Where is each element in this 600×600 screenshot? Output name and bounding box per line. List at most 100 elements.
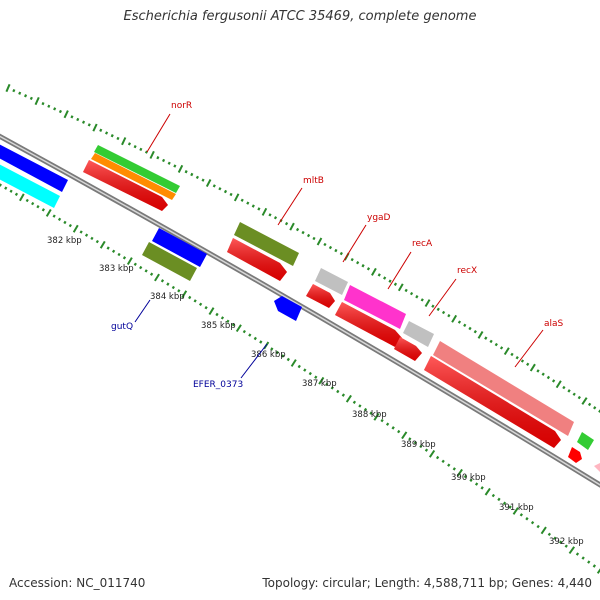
minor-tick [497,497,501,502]
minor-tick [391,426,395,430]
minor-tick [133,262,137,266]
feature-ygaD-gene[interactable] [315,268,348,295]
major-tick [424,299,431,308]
minor-tick [546,375,551,380]
minor-tick [369,411,373,415]
feature-edge-cds[interactable] [568,447,582,463]
feature-recA-gene[interactable] [344,285,406,329]
major-tick [34,96,40,106]
inner-tick-ring [0,183,600,574]
gene-label-alaS[interactable]: alaS [544,319,564,329]
minor-tick [84,233,89,237]
minor-tick [577,395,581,400]
minor-tick [257,207,261,211]
feature-EFER_0373-cds[interactable] [274,296,302,321]
minor-tick [122,256,127,260]
minor-tick [190,172,194,177]
minor-tick [4,186,8,190]
minor-tick [139,265,143,270]
feature-norR-misc[interactable] [91,153,176,200]
major-tick [45,208,52,217]
gene-label-recA[interactable]: recA [412,239,433,249]
major-tick [555,380,562,389]
ruler-label-387: 387 kbp [302,379,337,389]
feature-gutQ-gene[interactable] [142,242,197,281]
minor-tick [297,364,301,369]
minor-tick [193,299,197,303]
minor-tick [14,192,19,196]
major-tick [5,83,11,93]
minor-tick [341,393,346,397]
minor-tick [385,422,390,426]
minor-tick [314,375,318,379]
minor-tick [253,336,257,341]
gene-label-norR[interactable]: norR [171,101,192,111]
genome-summary-text: Topology: circular; Length: 4,588,711 bp… [262,576,592,590]
minor-tick [431,304,435,308]
minor-tick [36,205,40,209]
minor-tick [334,248,338,253]
gene-label-recX[interactable]: recX [457,266,477,276]
gene-label-ygaD[interactable]: ygaD [367,213,391,223]
minor-tick [9,189,13,193]
minor-tick [388,279,392,283]
minor-tick [226,319,230,323]
gene-label-mltB[interactable]: mltB [303,176,324,186]
feature-alaS-gene[interactable] [433,341,574,436]
minor-tick [361,264,365,268]
minor-tick [447,463,451,467]
feature-edge-gene[interactable] [577,432,594,450]
minor-tick [494,342,498,347]
major-tick [72,224,79,233]
minor-tick [592,564,597,568]
minor-tick [541,372,545,376]
minor-tick [435,455,440,460]
minor-tick [0,183,2,187]
feature-left-cyan[interactable] [0,162,60,208]
minor-tick [463,323,467,327]
minor-tick [519,513,523,517]
major-tick [484,487,491,496]
major-tick [397,283,404,292]
minor-tick [149,272,154,276]
minor-tick [520,359,525,363]
minor-tick [457,320,462,324]
minor-tick [284,221,289,226]
feature-norR-gene[interactable] [94,145,180,193]
minor-tick [473,330,477,334]
minor-tick [441,310,446,315]
ruler-labels: 382 kbp 383 kbp 384 kbp 385 kbp 386 kbp … [47,236,584,547]
minor-tick [166,282,170,286]
minor-tick [424,448,429,452]
minor-tick [330,386,334,390]
ruler-label-390: 390 kbp [451,473,486,483]
accession-text: Accession: NC_011740 [9,576,146,590]
minor-tick [489,339,493,344]
minor-tick [447,314,451,318]
major-tick [456,468,463,477]
feature-mltB-gene[interactable] [234,222,299,266]
gene-label-EFER_0373[interactable]: EFER_0373 [193,380,243,390]
minor-tick [110,134,114,138]
feature-recX-gene[interactable] [403,321,434,347]
feature-left-blue[interactable] [0,142,68,192]
feature-blue-minus-1[interactable] [152,228,207,267]
major-tick [540,526,547,535]
major-tick [235,324,242,333]
minor-tick [515,356,519,360]
major-tick [289,222,295,231]
minor-tick [452,467,456,471]
major-tick [208,307,215,316]
minor-tick [229,192,233,197]
ruler-label-383: 383 kbp [99,264,134,274]
minor-tick [220,316,225,320]
minor-tick [12,88,16,93]
minor-tick [259,340,263,344]
gene-label-gutQ[interactable]: gutQ [111,322,133,332]
major-tick [428,449,436,458]
major-tick [99,240,106,249]
feature-edge-pink[interactable] [594,462,600,474]
minor-tick [350,257,354,262]
minor-tick [111,249,116,253]
